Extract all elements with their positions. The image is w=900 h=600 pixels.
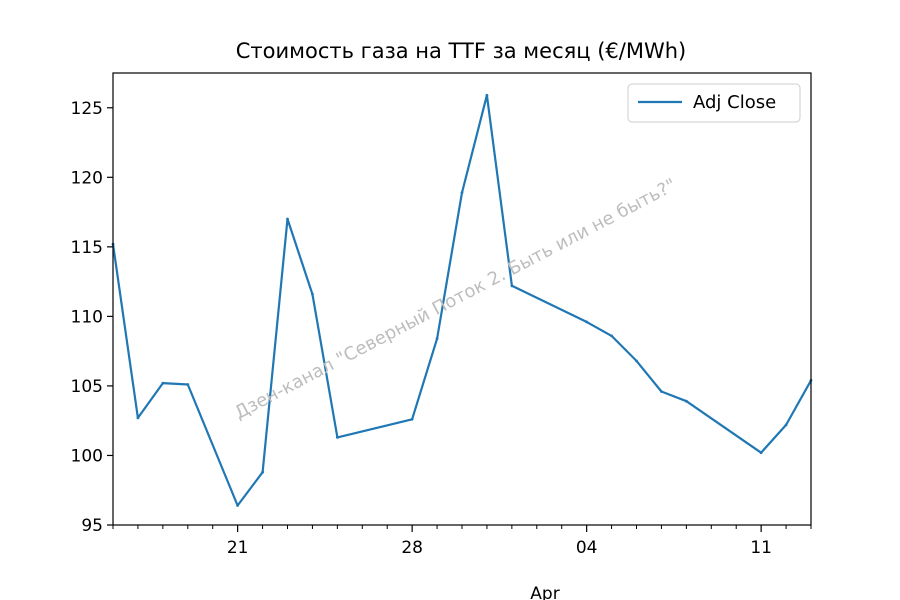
data-point bbox=[136, 416, 140, 420]
chart-title: Стоимость газа на TTF за месяц (€/MWh) bbox=[236, 39, 686, 63]
y-tick-label: 115 bbox=[71, 238, 103, 258]
x-sublabel-apr: Apr bbox=[530, 584, 559, 600]
data-point bbox=[610, 334, 613, 338]
data-point bbox=[186, 383, 190, 386]
data-point bbox=[261, 470, 264, 474]
data-point bbox=[685, 399, 688, 403]
y-tick-label: 95 bbox=[81, 516, 103, 536]
data-point bbox=[485, 93, 489, 97]
data-point bbox=[510, 284, 514, 288]
x-axis: 21 28 04 11 bbox=[112, 525, 812, 558]
data-point bbox=[336, 436, 339, 439]
legend: Adj Close bbox=[627, 83, 801, 123]
x-tick-label: 28 bbox=[401, 538, 423, 558]
data-point bbox=[585, 320, 588, 324]
data-point bbox=[660, 390, 663, 393]
y-tick-label: 105 bbox=[71, 377, 103, 397]
y-tick-label: 125 bbox=[71, 99, 103, 119]
y-axis: 95 100 105 110 115 120 125 bbox=[71, 99, 113, 536]
y-tick-label: 110 bbox=[71, 307, 103, 327]
data-point bbox=[759, 451, 763, 455]
data-point bbox=[635, 359, 638, 363]
y-tick-label: 120 bbox=[71, 168, 103, 188]
plot-frame bbox=[112, 72, 812, 526]
x-tick-label: 11 bbox=[750, 538, 772, 558]
data-points bbox=[111, 93, 813, 507]
data-point bbox=[286, 217, 289, 221]
data-point bbox=[410, 417, 414, 421]
series-line-adj-close bbox=[111, 94, 812, 507]
data-point bbox=[460, 191, 464, 195]
watermark: Дзен-канал "Северный Поток 2. Быть или н… bbox=[231, 175, 680, 424]
x-tick-label: 21 bbox=[227, 538, 249, 558]
data-point bbox=[784, 423, 788, 427]
data-point bbox=[236, 504, 240, 507]
x-tick-label: 04 bbox=[576, 538, 598, 558]
data-point bbox=[161, 381, 165, 385]
data-point bbox=[311, 292, 314, 296]
legend-box bbox=[627, 83, 801, 123]
legend-label-adj-close: Adj Close bbox=[693, 92, 776, 113]
y-tick-label: 100 bbox=[71, 446, 103, 466]
data-point bbox=[435, 337, 439, 340]
